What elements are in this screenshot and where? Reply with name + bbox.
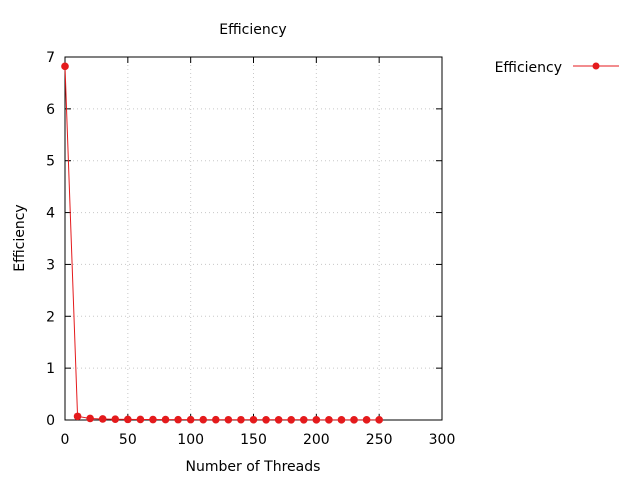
y-tick-label: 7 bbox=[46, 50, 55, 66]
data-point bbox=[299, 415, 308, 424]
data-point bbox=[98, 415, 107, 423]
data-point bbox=[61, 62, 69, 71]
data-point bbox=[237, 415, 245, 424]
data-point bbox=[287, 415, 296, 424]
data-point bbox=[375, 416, 383, 424]
data-point bbox=[325, 416, 333, 424]
data-point bbox=[174, 415, 182, 424]
grid-lines bbox=[65, 57, 442, 420]
data-point bbox=[124, 415, 132, 424]
y-tick-label: 4 bbox=[46, 206, 55, 222]
x-tick-label: 0 bbox=[61, 432, 70, 448]
x-tick-label: 150 bbox=[240, 432, 267, 448]
data-point bbox=[73, 412, 82, 421]
axis-ticks: 0 50 100 150 200 250 300 0 1 2 3 4 5 6 7 bbox=[46, 50, 455, 448]
data-point bbox=[224, 415, 233, 424]
x-tick-label: 300 bbox=[429, 432, 456, 448]
chart-title: Efficiency bbox=[219, 22, 286, 38]
data-point bbox=[350, 416, 358, 424]
x-tick-label: 50 bbox=[119, 432, 137, 448]
data-point bbox=[212, 415, 220, 424]
series-layer bbox=[61, 62, 383, 424]
legend-label: Efficiency bbox=[495, 60, 562, 76]
x-tick-label: 250 bbox=[366, 432, 393, 448]
legend-marker bbox=[592, 62, 600, 70]
data-point bbox=[149, 415, 157, 424]
legend: Efficiency bbox=[495, 60, 619, 76]
data-point bbox=[312, 416, 321, 424]
series-line bbox=[64, 66, 380, 421]
y-tick-label: 3 bbox=[46, 257, 55, 273]
x-axis-label: Number of Threads bbox=[186, 459, 321, 475]
y-tick-label: 2 bbox=[46, 309, 55, 325]
data-point bbox=[274, 415, 283, 424]
y-tick-label: 5 bbox=[46, 154, 55, 170]
y-axis-label: Efficiency bbox=[12, 204, 28, 271]
y-tick-label: 1 bbox=[46, 361, 55, 377]
x-tick-label: 200 bbox=[303, 432, 330, 448]
y-tick-label: 0 bbox=[46, 413, 55, 429]
data-point bbox=[86, 414, 94, 423]
data-point bbox=[199, 415, 208, 424]
data-point bbox=[186, 415, 195, 424]
data-point bbox=[337, 416, 346, 424]
y-tick-label: 6 bbox=[46, 102, 55, 118]
data-point bbox=[161, 415, 170, 424]
data-point bbox=[262, 415, 270, 424]
data-point bbox=[111, 415, 120, 424]
x-tick-label: 100 bbox=[177, 432, 204, 448]
data-point bbox=[249, 415, 258, 424]
data-point bbox=[136, 415, 145, 424]
data-point bbox=[362, 416, 371, 424]
